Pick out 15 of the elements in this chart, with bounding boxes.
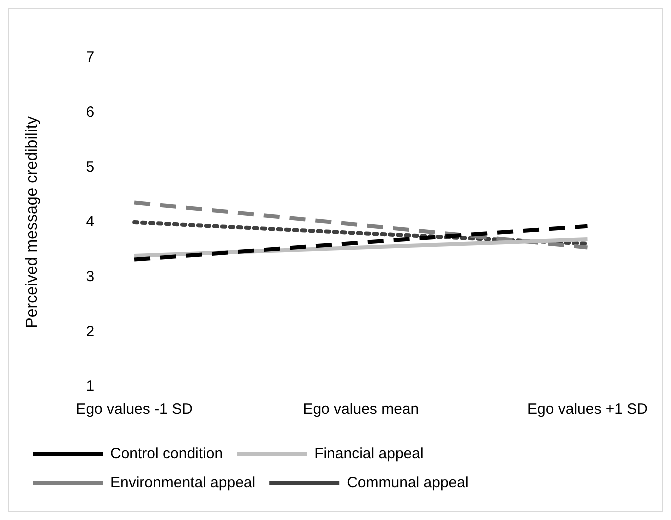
y-tick-label: 5 — [86, 158, 95, 176]
y-axis-title: Perceived message credibility — [24, 116, 42, 328]
y-tick-label: 2 — [86, 323, 95, 340]
y-tick-label: 7 — [86, 49, 95, 66]
x-tick-label: Ego values -1 SD — [76, 401, 194, 418]
legend-label: Control condition — [110, 446, 224, 463]
legend-label: Financial appeal — [314, 446, 424, 463]
x-tick-label: Ego values mean — [303, 401, 420, 418]
y-tick-label: 1 — [86, 378, 95, 396]
x-tick-label: Ego values +1 SD — [528, 401, 648, 418]
legend-label: Communal appeal — [347, 474, 469, 492]
y-tick-label: 3 — [86, 268, 95, 286]
y-tick-label: 4 — [86, 214, 95, 231]
legend-label: Environmental appeal — [110, 474, 256, 492]
y-tick-label: 6 — [86, 104, 95, 121]
